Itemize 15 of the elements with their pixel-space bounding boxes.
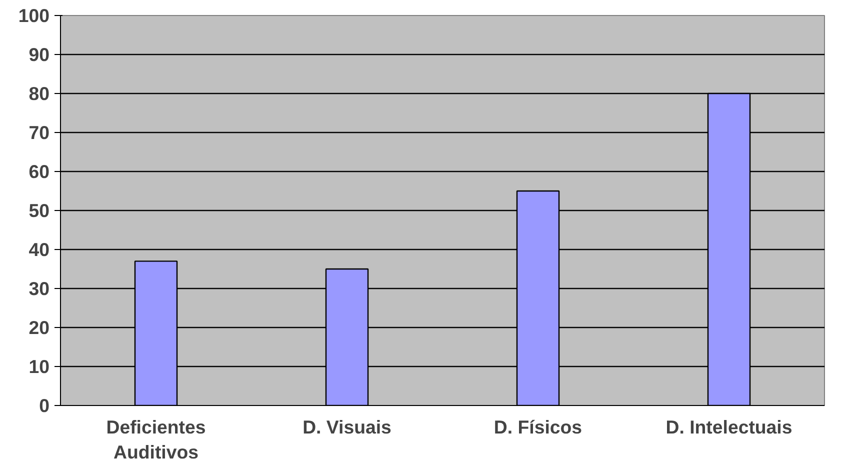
y-tick-label: 0 [39,395,50,416]
x-tick-label: D. Físicos [494,416,582,438]
y-tick-label: 20 [28,317,50,338]
x-tick-label: D. Visuais [302,416,392,438]
x-tick-label: D. Intelectuais [666,416,792,438]
y-tick-label: 90 [28,44,50,65]
y-tick-label: 10 [28,356,50,377]
y-tick-label: 100 [18,5,50,26]
y-tick-label: 70 [28,122,50,143]
y-tick-label: 60 [28,161,50,182]
y-tick-label: 80 [28,83,50,104]
y-tick-label: 50 [28,200,50,221]
y-tick-label: 30 [28,278,50,299]
y-tick-label: 40 [28,239,50,260]
x-tick-label: Deficientes Auditivos [106,416,206,463]
